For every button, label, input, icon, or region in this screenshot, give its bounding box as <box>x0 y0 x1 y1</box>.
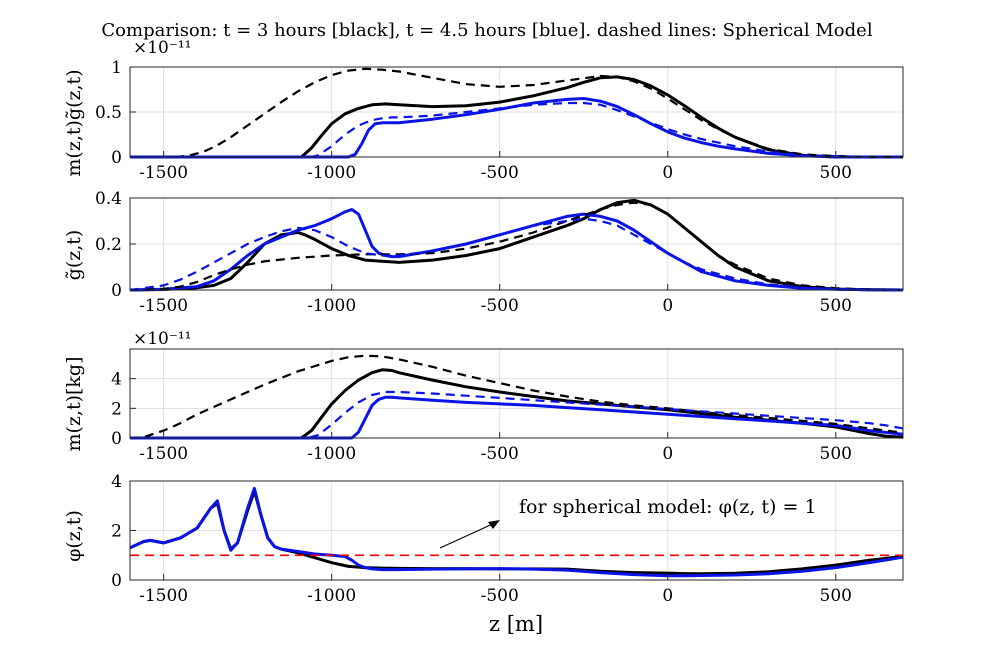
y-tick-label: 2 <box>111 399 122 419</box>
series-m-spherical-t-3-hours <box>129 354 904 440</box>
x-tick-label: -1000 <box>307 296 356 316</box>
series-g-spherical-t-3-hours <box>129 201 904 292</box>
y-tick-label: 4 <box>111 370 122 390</box>
x-tick-label: -1000 <box>307 586 356 606</box>
x-tick-label: -1000 <box>307 444 356 464</box>
panel-mg-exponent: ×10⁻¹¹ <box>133 38 191 58</box>
series-mg-t-3-hours <box>130 75 903 159</box>
panel-mg-series <box>130 67 903 159</box>
series-m-spherical-t-4-5-hours <box>130 390 904 440</box>
series-g-t-4-5-hours <box>129 208 904 292</box>
panel-g-xticks: -1500 -1000 -500 0 500 <box>139 284 852 316</box>
annotation-arrow-head <box>488 520 500 529</box>
panel-g-series <box>129 198 904 292</box>
x-axis-label: z [m] <box>489 612 543 636</box>
phi-annotation: for spherical model: φ(z, t) = 1 <box>519 496 817 518</box>
x-tick-label: 500 <box>820 296 852 316</box>
panel-m-series <box>129 354 904 440</box>
panel-phi-ylabel: φ(z,t) <box>63 510 85 562</box>
panel-mg-grid <box>130 66 903 158</box>
y-tick-label: 0 <box>111 571 122 591</box>
x-tick-label: -500 <box>481 586 519 606</box>
y-tick-label: 1 <box>111 58 122 78</box>
x-tick-label: 0 <box>662 296 673 316</box>
x-tick-label: -500 <box>481 296 519 316</box>
panel-phi: 0 2 4 -1500 -1000 -500 0 500 φ(z,t) for spheri… <box>63 472 904 606</box>
x-tick-label: 0 <box>662 163 673 183</box>
panel-m-exponent: ×10⁻¹¹ <box>133 329 191 349</box>
panel-m-yticks: 0 2 4 <box>111 370 136 449</box>
x-tick-label: -500 <box>481 444 519 464</box>
x-tick-label: 0 <box>662 444 673 464</box>
x-tick-label: -1500 <box>139 586 188 606</box>
x-tick-label: -1000 <box>307 163 356 183</box>
panel-m: 0 2 4 -1500 -1000 -500 0 500 ×10⁻¹¹ m(z,t)[kg] <box>63 329 904 464</box>
panel-m-xticks: -1500 -1000 -500 0 500 <box>139 432 852 464</box>
series-mg-spherical-t-4-5-hours <box>130 101 903 159</box>
panel-g: 0 0.2 0.4 -1500 -1000 -500 0 500 g̃(z,t) <box>63 189 904 316</box>
x-tick-label: -1500 <box>139 444 188 464</box>
y-tick-label: 2 <box>111 522 122 542</box>
x-tick-label: -1500 <box>139 163 188 183</box>
y-tick-label: 0 <box>111 429 122 449</box>
y-tick-label: 0.5 <box>95 103 122 123</box>
y-tick-label: 0.4 <box>95 189 122 209</box>
panel-m-ylabel: m(z,t)[kg] <box>63 356 85 451</box>
x-tick-label: -500 <box>481 163 519 183</box>
panel-m-axes <box>129 348 904 439</box>
annotation-arrow-line <box>439 521 498 549</box>
panel-phi-xticks: -1500 -1000 -500 0 500 <box>139 574 852 606</box>
panel-g-ylabel: g̃(z,t) <box>63 230 85 281</box>
x-tick-label: 500 <box>820 163 852 183</box>
y-tick-label: 0 <box>111 148 122 168</box>
panel-phi-series <box>129 486 904 578</box>
panel-phi-yticks: 0 2 4 <box>111 472 136 591</box>
y-tick-label: 4 <box>111 472 122 492</box>
y-tick-label: 0 <box>111 281 122 301</box>
x-tick-label: 0 <box>662 586 673 606</box>
panel-mg: 00.51 -1500 -1000 -500 0 500 ×10⁻¹¹ m(z,t)g̃… <box>63 38 904 183</box>
series-mg-spherical-t-3-hours <box>130 67 903 159</box>
series-m-t-4-5-hours <box>130 395 904 440</box>
series-phi-t-4-5-hours <box>129 486 904 578</box>
panel-g-yticks: 0 0.2 0.4 <box>95 189 136 301</box>
x-tick-label: 500 <box>820 586 852 606</box>
chart-title: Comparison: t = 3 hours [black], t = 4.5… <box>101 20 872 41</box>
series-g-spherical-t-4-5-hours <box>129 217 904 292</box>
y-tick-label: 0.2 <box>95 235 122 255</box>
panel-mg-yticks: 00.51 <box>95 58 136 168</box>
x-tick-label: 500 <box>820 444 852 464</box>
x-tick-label: -1500 <box>139 296 188 316</box>
panel-mg-xticks: -1500 -1000 -500 0 500 <box>139 151 852 183</box>
series-mg-t-4-5-hours <box>130 97 903 159</box>
panel-mg-ylabel: m(z,t)g̃(z,t) <box>63 69 85 176</box>
